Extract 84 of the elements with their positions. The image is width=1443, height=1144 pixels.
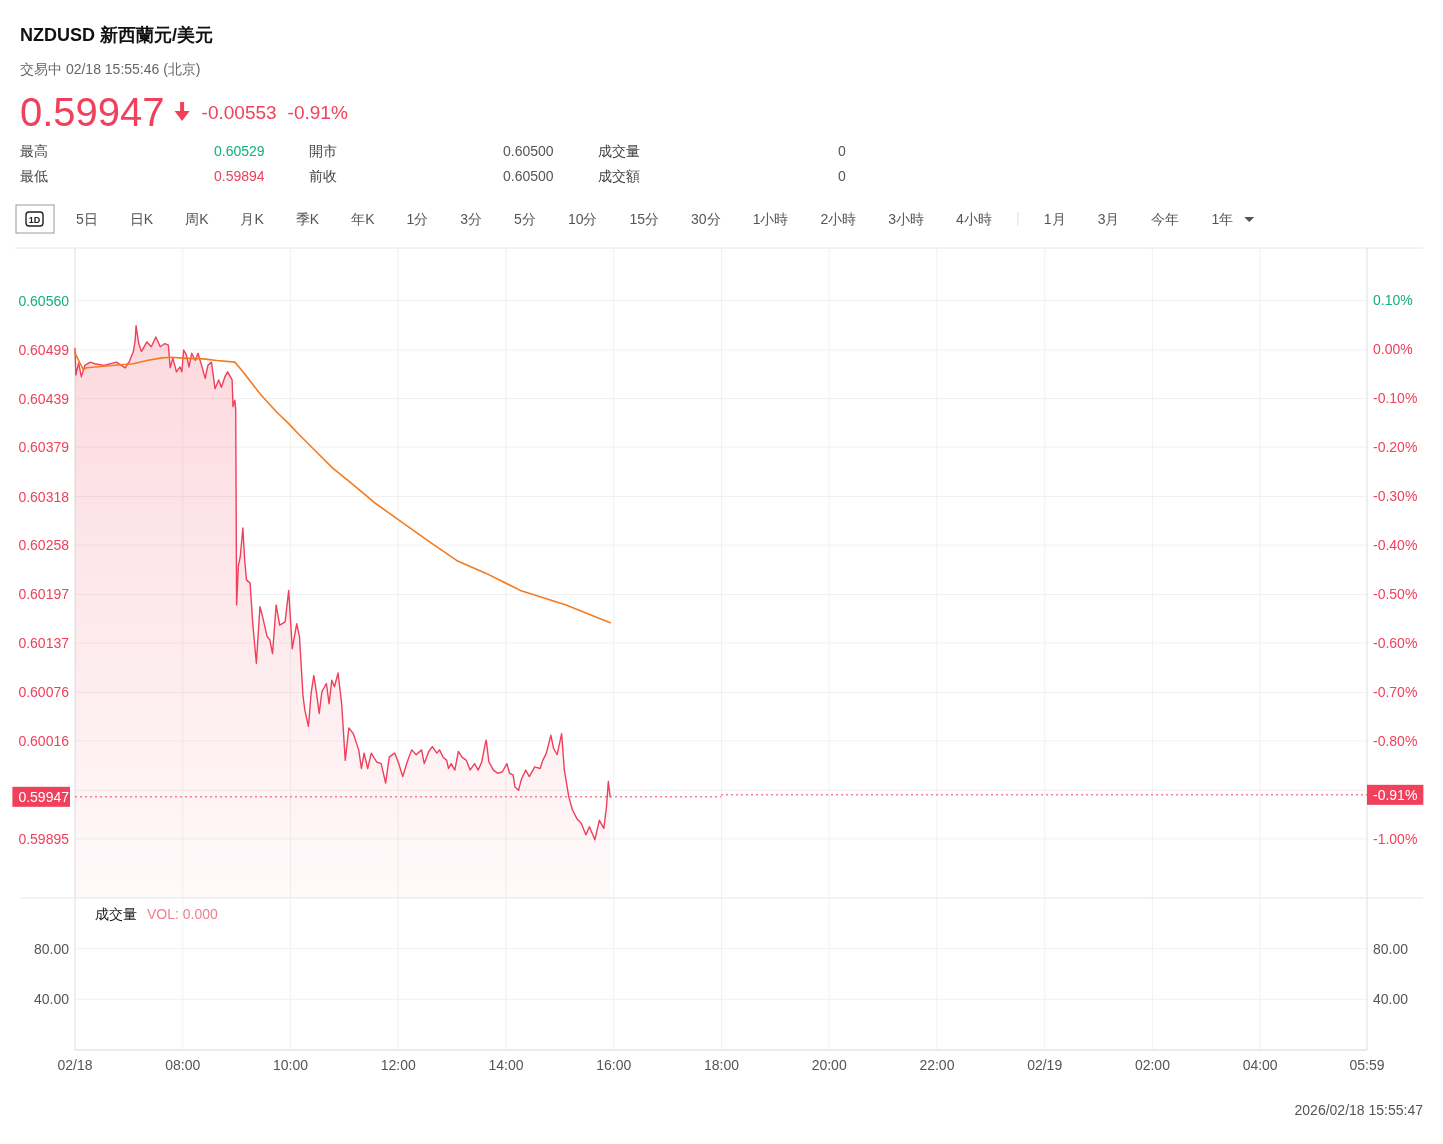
ytick: 0.59895 [18,830,69,847]
tab-label: 1小時 [752,211,789,227]
ytick: 40.00 [33,991,69,1008]
xtick: 22:00 [919,1057,955,1073]
tab-label: 3分 [460,211,483,227]
ytick: 0.60318 [18,488,69,505]
stat-label: 成交額 [598,168,640,184]
y2tick: -0.10% [1373,390,1418,407]
xtick: 05:59 [1349,1057,1385,1073]
tab-label: 15分 [629,211,660,227]
stat-value: 0 [838,168,846,184]
stat-value: 0.59894 [214,168,265,184]
stat-value: 0 [838,143,846,159]
tab-label: 10分 [567,211,598,227]
y2tick: -0.30% [1373,488,1418,505]
tab-label: 5分 [514,211,536,227]
ytick: 0.60499 [18,342,69,358]
tab-label: 4小時 [956,211,992,227]
tab-label: 5日 [76,211,98,227]
y2tick: -0.20% [1373,439,1418,456]
stat-label: 最低 [20,168,48,184]
xtick: 20:00 [811,1057,847,1073]
xtick: 18:00 [703,1057,739,1073]
ytick: 0.60439 [18,390,69,407]
ytick: 0.60016 [18,732,69,749]
tab-label: 1D [28,214,41,225]
tab-label: 周K [185,211,209,227]
xtick: 12:00 [380,1057,416,1073]
price: 0.59947 [20,90,165,134]
xtick: 08:00 [165,1057,201,1073]
y2tick: -0.50% [1373,586,1418,603]
tab-label: 1月 [1043,211,1066,227]
panel-title: 成交量 [95,906,137,922]
xtick: 02/18 [57,1057,93,1073]
y2tick: 80.00 [1373,940,1409,957]
panel-subtitle: VOL: 0.000 [147,906,218,922]
tab-label: 日K [129,211,154,227]
ref-label: -0.91% [1367,784,1424,805]
tab-label: 1年 [1211,211,1234,227]
y2tick: -1.00% [1373,830,1418,847]
subtitle: 交易中 02/18 15:55:46 (北京) [20,61,201,77]
xtick: 02/19 [1027,1057,1063,1073]
xtick: 16:00 [596,1057,632,1073]
ytick: 0.60379 [18,439,69,456]
tab-label: 3月 [1097,211,1120,227]
tab-label: 2小時 [820,211,857,227]
ytick: 0.60137 [18,635,69,651]
ytick: 0.60197 [18,586,69,603]
stat-value: 0.60500 [503,168,554,184]
xtick: 02:00 [1134,1057,1170,1073]
y2tick: -0.70% [1373,684,1418,700]
ref-line-label: -0.91% [1373,786,1418,803]
ref-label: 0.59947 [12,786,70,807]
y2tick: -0.40% [1373,537,1418,554]
change-pct: -0.91% [287,101,348,123]
xtick: 14:00 [488,1057,524,1073]
stat-label: 成交量 [598,143,640,159]
tab-label: 月K [240,211,264,227]
tab-label: 年K [351,211,375,227]
y2tick: 0.10% [1373,292,1413,309]
stat-label: 最高 [20,143,48,159]
ytick: 0.60258 [18,537,69,554]
tab-label: 1分 [406,211,429,227]
ytick: 80.00 [33,940,69,957]
tab-label: 季K [295,211,320,227]
tab-label: 今年 [1151,211,1180,227]
note: 2026/02/18 15:55:47 [1294,1102,1423,1118]
tab-label: 3小時 [888,211,925,227]
title: NZDUSD 新西蘭元/美元 [20,25,213,45]
stat-label: 開市 [309,143,337,159]
stat-label: 前收 [309,168,337,184]
y2tick: -0.60% [1373,635,1418,651]
ytick: 0.60560 [18,292,69,309]
xtick: 10:00 [272,1057,308,1073]
change: -0.00553 [201,101,277,123]
ytick: 0.60076 [18,684,69,701]
y2tick: 0.00% [1373,341,1413,358]
ref-line-label: 0.59947 [18,788,70,805]
y2tick: -0.80% [1373,732,1418,749]
tab-label: 30分 [691,211,721,227]
y2tick: 40.00 [1373,991,1409,1008]
xtick: 04:00 [1242,1057,1278,1073]
stat-value: 0.60500 [503,143,554,159]
stat-value: 0.60529 [214,143,265,159]
